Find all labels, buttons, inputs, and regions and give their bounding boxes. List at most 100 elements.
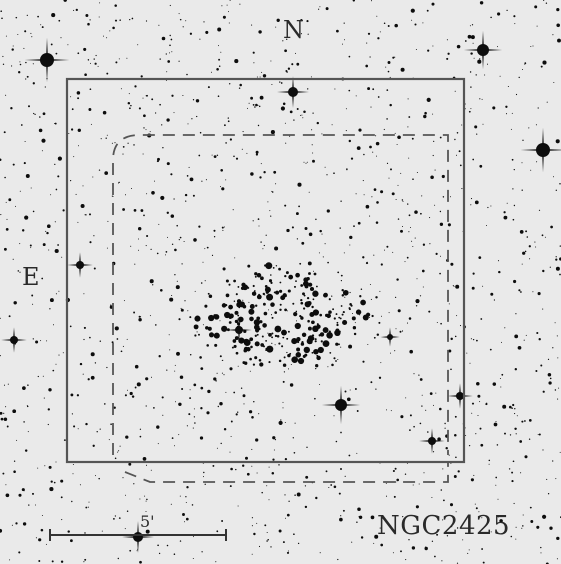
cluster-star <box>241 282 246 287</box>
field-star <box>41 150 43 152</box>
field-star <box>0 214 2 216</box>
cluster-star <box>276 335 280 338</box>
field-star <box>57 244 59 246</box>
field-star <box>370 515 375 520</box>
cluster-star <box>341 294 345 297</box>
field-star <box>193 238 197 242</box>
cluster-star <box>340 274 343 277</box>
field-star <box>201 551 203 553</box>
field-star <box>32 303 34 305</box>
field-star <box>48 465 52 469</box>
field-star <box>127 389 128 391</box>
field-star <box>327 366 329 368</box>
field-star <box>271 190 273 192</box>
field-star <box>219 320 221 322</box>
field-star <box>232 209 234 211</box>
field-star <box>206 411 210 415</box>
field-star <box>184 193 188 197</box>
field-star <box>357 221 361 225</box>
cluster-star <box>228 283 231 286</box>
field-star <box>171 94 174 97</box>
field-star <box>0 158 2 161</box>
field-star <box>38 560 41 562</box>
field-star <box>88 213 92 216</box>
field-star <box>157 443 159 445</box>
field-star <box>32 338 34 340</box>
cluster-star <box>287 330 290 333</box>
field-star <box>513 15 516 18</box>
field-star <box>360 536 364 539</box>
field-star <box>280 106 285 111</box>
field-star <box>70 539 73 543</box>
field-star <box>203 21 205 23</box>
field-star <box>408 116 411 118</box>
field-star <box>224 124 226 127</box>
field-star <box>255 153 259 156</box>
field-star <box>120 350 123 353</box>
field-star <box>117 557 120 560</box>
cluster-star <box>250 345 253 349</box>
field-star <box>192 558 194 559</box>
field-star <box>79 484 81 486</box>
field-star <box>50 43 53 46</box>
field-star <box>219 401 223 406</box>
field-star <box>122 345 124 347</box>
cluster-star <box>329 351 332 354</box>
cluster-star <box>313 272 317 276</box>
field-star <box>353 225 355 227</box>
field-star <box>354 322 356 324</box>
field-star <box>432 113 434 115</box>
field-star <box>219 355 222 358</box>
field-star <box>286 310 288 312</box>
field-star <box>311 144 313 146</box>
star-core <box>40 53 54 67</box>
field-star <box>474 125 478 129</box>
field-star <box>295 212 299 216</box>
field-star <box>182 26 184 28</box>
field-star <box>73 425 76 428</box>
field-star <box>405 397 407 399</box>
field-star <box>522 69 523 70</box>
field-star <box>223 374 225 376</box>
field-star <box>286 351 288 354</box>
field-star <box>220 442 222 445</box>
field-star <box>510 535 513 538</box>
field-star <box>413 425 415 428</box>
cluster-star <box>240 286 245 290</box>
field-star <box>375 221 379 224</box>
field-star <box>253 400 255 403</box>
field-star <box>447 52 450 55</box>
field-star <box>213 229 216 232</box>
field-star <box>137 44 139 46</box>
field-star <box>397 309 401 313</box>
field-star <box>12 409 17 414</box>
field-star <box>119 445 121 447</box>
field-star <box>556 23 560 28</box>
field-star <box>379 31 381 33</box>
field-star <box>114 19 118 22</box>
cluster-star <box>237 285 240 288</box>
field-star <box>216 447 218 449</box>
field-star <box>198 225 201 228</box>
cluster-star <box>281 345 284 348</box>
field-star <box>492 106 496 110</box>
field-star <box>62 209 65 212</box>
field-star <box>394 56 396 58</box>
field-star <box>8 198 12 202</box>
scale-bar-label: 5' <box>140 512 155 531</box>
field-star <box>118 450 120 452</box>
field-star <box>82 373 84 375</box>
field-star <box>394 23 398 28</box>
field-star <box>127 142 129 144</box>
field-star <box>90 62 91 64</box>
field-star <box>50 194 52 196</box>
field-star <box>284 494 286 496</box>
field-star <box>129 549 132 552</box>
field-star <box>166 118 170 122</box>
field-star <box>450 337 453 341</box>
field-star <box>0 317 1 319</box>
field-star <box>305 162 307 164</box>
field-star <box>63 0 67 2</box>
cluster-star <box>247 264 251 268</box>
field-star <box>77 97 80 100</box>
